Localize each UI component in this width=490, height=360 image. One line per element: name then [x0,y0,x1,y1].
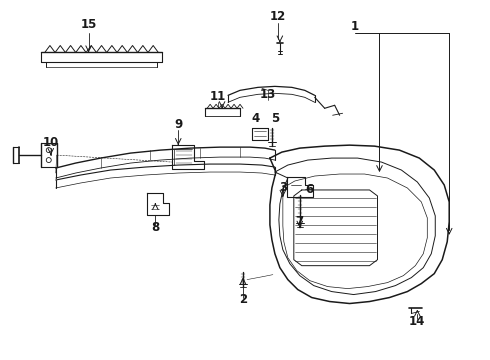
Text: 15: 15 [80,18,97,31]
Text: 8: 8 [151,221,159,234]
Text: 12: 12 [270,10,286,23]
Text: 2: 2 [239,293,247,306]
Text: 7: 7 [296,215,304,228]
Text: 5: 5 [271,112,279,125]
Text: 9: 9 [174,118,182,131]
Text: 14: 14 [409,315,425,328]
Text: 13: 13 [260,88,276,101]
Text: 6: 6 [306,184,314,197]
Text: 4: 4 [252,112,260,125]
Text: 11: 11 [210,90,226,103]
Text: 3: 3 [279,181,287,194]
Text: 10: 10 [43,136,59,149]
Text: 1: 1 [350,20,359,33]
